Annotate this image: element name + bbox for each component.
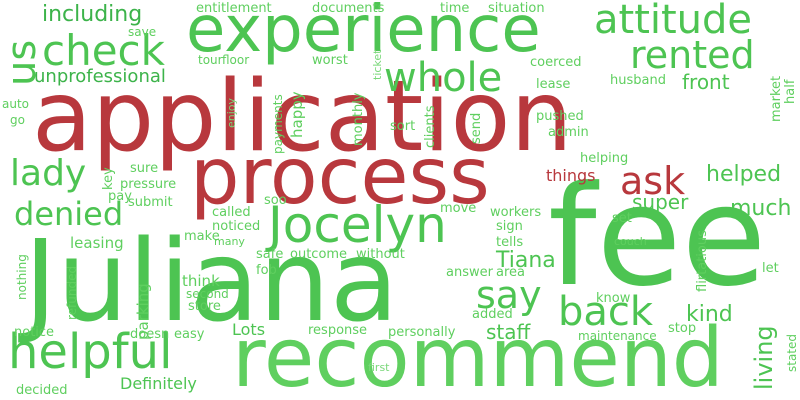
word-maintenance: maintenance [578,329,657,343]
word-application: application [32,60,573,174]
word-personally: personally [388,325,456,340]
word-let: let [762,261,779,276]
word-pushed: pushed [536,109,584,124]
word-helpful: helpful [8,324,173,380]
word-called: called [212,205,251,220]
word-ticket: ticket [371,49,384,80]
word-store: store [188,299,221,314]
word-recommend: recommend [232,311,724,400]
word-situation: situation [488,1,545,16]
word-time: time [440,1,470,16]
word-definitely: Definitely [120,374,197,393]
word-safe: safe [256,247,284,262]
word-pressure: pressure [120,177,177,192]
word-kind: kind [686,302,733,327]
word-clients: clients [423,105,438,148]
word-enjoy: enjoy [225,97,238,128]
word-make: make [184,229,220,244]
word-know: know [596,291,631,306]
word-without: without [356,247,405,262]
word-submit: submit [128,195,173,210]
word-living: living [750,325,778,390]
word-fob: fob [256,263,277,278]
word-monthly: monthly [351,92,366,147]
word-key: key [101,167,116,190]
word-worst: worst [312,53,348,68]
word-super: super [632,190,689,214]
word-helping: helping [580,151,629,166]
word-nothing: nothing [15,254,29,300]
word-send: send [469,112,484,144]
word-front: front [682,70,730,94]
word-admin: admin [548,125,589,140]
word-refunded: refunded [65,265,79,320]
word-juliana: Juliana [24,217,399,347]
word-including: including [42,2,143,27]
word-documents: documents [312,1,385,16]
word-whole: whole [384,55,503,101]
word-entitlement: entitlement [196,1,272,16]
word-doesn: doesn [130,327,170,342]
word-experience: experience [186,0,541,67]
word-ask: ask [620,159,686,203]
word-much: much [730,196,792,221]
word-outcome: outcome [290,247,348,262]
word-many: many [214,235,245,248]
word-sign: sign [496,219,523,234]
word-move: move [440,201,477,216]
word-payments: payments [271,94,285,154]
word-think: think [182,272,220,290]
word-notice: notice [14,325,55,340]
word-tells: tells [496,235,524,250]
word-jocelyn: Jocelyn [268,196,447,254]
word-response: response [308,323,368,338]
word-added: added [472,307,513,322]
word-check: check [42,26,165,75]
word-staff: staff [486,320,531,344]
word-soo: soo [264,193,287,208]
word-floor: floor [222,53,250,67]
word-workers: workers [490,205,542,220]
word-stop: stop [668,321,697,336]
word-flirtatious: flirtatious [695,230,710,292]
word-decided: decided [16,383,68,398]
word-tiana: Tiana [496,248,556,273]
word-husband: husband [610,73,666,88]
word-sort: sort [390,119,416,134]
word-sure: sure [130,161,159,176]
word-say: say [476,273,542,317]
word-attitude: attitude [594,0,753,43]
word-happy: happy [288,91,306,138]
word-lease: lease [536,77,571,92]
word-save: save [128,25,157,39]
word-area: area [496,265,525,280]
word-lots: Lots [232,320,266,339]
word-second: second [186,287,229,301]
word-things: things [546,166,596,185]
word-couch: couch [614,235,647,248]
word-helped: helped [706,162,782,187]
word-stated: stated [785,333,799,372]
word-rented: rented [630,33,755,77]
word-process: process [190,132,490,222]
word-tour: tour [198,53,223,67]
word-back: back [558,289,654,335]
word-unprofessional: unprofessional [34,66,166,87]
word-market: market [769,75,784,122]
word-answer: answer [446,265,493,280]
word-leasing: leasing [70,234,124,252]
word-coerced: coerced [530,55,582,70]
word-go: go [10,113,25,127]
word-pay: pay [108,189,132,204]
word-easy: easy [174,327,205,342]
word-fee: fee [548,156,767,317]
word-auto: auto [2,97,30,111]
word-first: first [368,361,390,374]
word-noticed: noticed [212,219,261,234]
word-set: set [612,211,632,226]
word-half: half [783,79,798,104]
word-lady: lady [10,153,87,194]
word-denied: denied [14,195,124,233]
